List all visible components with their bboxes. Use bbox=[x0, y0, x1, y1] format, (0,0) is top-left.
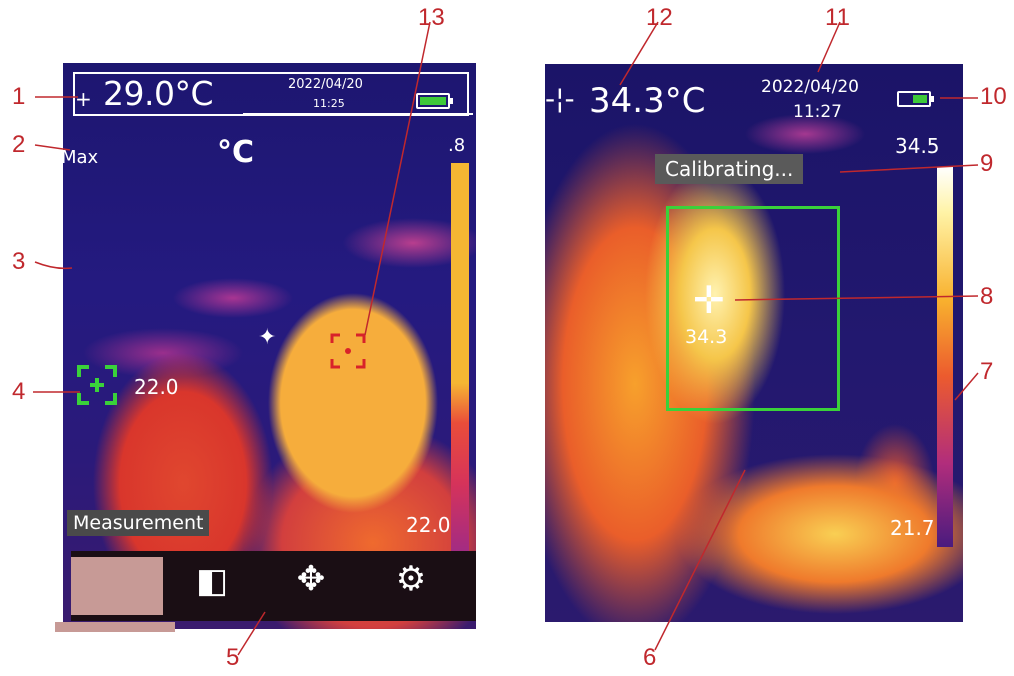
divider bbox=[243, 113, 473, 115]
scale-max: .8 bbox=[448, 135, 466, 156]
date-display: 2022/04/20 bbox=[288, 77, 363, 92]
callout-2: 2 bbox=[12, 131, 26, 158]
measure-mode: Max bbox=[63, 147, 99, 168]
measurement-region bbox=[666, 206, 840, 411]
gear-icon[interactable]: ⚙ bbox=[395, 559, 427, 599]
time-display: 11:27 bbox=[793, 102, 842, 122]
crosshair-icon: + bbox=[75, 87, 92, 111]
spot-temperature: 22.0 bbox=[134, 375, 179, 399]
callout-5: 5 bbox=[226, 644, 240, 671]
center-cross-icon: ✛ bbox=[693, 278, 725, 322]
callout-1: 1 bbox=[12, 83, 26, 110]
center-temperature: 34.3°C bbox=[589, 81, 706, 121]
header-frame bbox=[73, 72, 469, 116]
move-icon[interactable]: ✥ bbox=[296, 559, 326, 599]
thermal-screen-right: -¦- 34.3°C 2022/04/20 11:27 34.5 21.7 Ca… bbox=[545, 64, 963, 622]
thermal-screen-left: + 29.0°C 2022/04/20 11:25 Max °C .8 22.0… bbox=[63, 63, 476, 629]
battery-icon bbox=[416, 93, 453, 109]
callout-13: 13 bbox=[418, 4, 445, 31]
palette-icon[interactable]: ◧ bbox=[195, 561, 229, 601]
scale-min: 21.7 bbox=[890, 516, 935, 540]
date-display: 2022/04/20 bbox=[761, 77, 859, 97]
measurement-label: Measurement bbox=[67, 510, 210, 536]
callout-10: 10 bbox=[980, 83, 1007, 110]
temperature-unit: °C bbox=[217, 135, 255, 170]
time-display: 11:25 bbox=[313, 97, 345, 110]
center-temperature: 29.0°C bbox=[103, 74, 214, 113]
status-message: Calibrating... bbox=[655, 154, 804, 184]
color-scale-bar bbox=[937, 167, 953, 547]
face-point-icon: ✦ bbox=[258, 325, 277, 350]
callout-3: 3 bbox=[12, 248, 26, 275]
bottom-strip bbox=[55, 622, 175, 632]
battery-icon bbox=[897, 91, 934, 107]
callout-12: 12 bbox=[646, 4, 673, 31]
crosshair-icon: -¦- bbox=[545, 82, 575, 115]
measurement-tool-button[interactable] bbox=[71, 557, 163, 615]
scale-min: 22.0 bbox=[406, 513, 451, 537]
color-scale-bar bbox=[451, 163, 469, 563]
callout-8: 8 bbox=[980, 283, 994, 310]
spot-target-icon bbox=[77, 365, 117, 405]
scale-max: 34.5 bbox=[895, 134, 940, 158]
callout-6: 6 bbox=[643, 644, 657, 671]
callout-9: 9 bbox=[980, 150, 994, 177]
target-icon bbox=[330, 333, 366, 369]
center-value: 34.3 bbox=[685, 326, 728, 348]
callout-7: 7 bbox=[980, 358, 994, 385]
callout-4: 4 bbox=[12, 378, 26, 405]
callout-11: 11 bbox=[825, 4, 850, 31]
